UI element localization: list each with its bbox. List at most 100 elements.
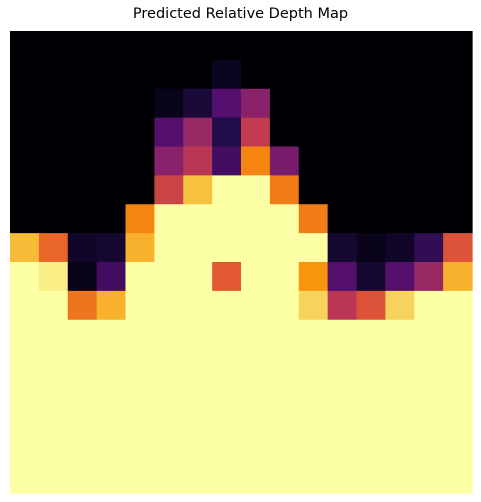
heatmap-cell (10, 319, 40, 350)
heatmap-cell (212, 348, 242, 379)
heatmap-cell (414, 146, 444, 176)
heatmap-cell (443, 435, 473, 465)
heatmap-cell (67, 175, 98, 205)
heatmap-cell (96, 377, 127, 407)
heatmap-cell (385, 117, 415, 148)
heatmap-cell (298, 233, 329, 263)
heatmap-cell (298, 435, 329, 465)
heatmap-cell (443, 233, 473, 263)
heatmap-cell (125, 435, 155, 465)
heatmap-cell (241, 406, 271, 436)
heatmap-cell (38, 31, 69, 61)
heatmap-cell (154, 233, 184, 263)
heatmap-cell (327, 88, 358, 119)
heatmap-cell (241, 31, 271, 61)
heatmap-cell (385, 233, 415, 263)
heatmap-cell (241, 59, 271, 90)
heatmap-cell (212, 435, 242, 465)
heatmap-cell (327, 377, 358, 407)
heatmap-cell (125, 59, 155, 90)
heatmap-cell (212, 290, 242, 321)
heatmap-cell (212, 464, 242, 494)
heatmap-cell (154, 464, 184, 494)
heatmap-cell (414, 464, 444, 494)
heatmap-cell (125, 262, 155, 292)
heatmap-cell (125, 290, 155, 321)
heatmap-cell (385, 88, 415, 119)
heatmap-cell (414, 377, 444, 407)
heatmap-cell (125, 204, 155, 234)
heatmap-cell (183, 204, 213, 234)
heatmap-cell (38, 406, 69, 436)
heatmap-cell (269, 262, 300, 292)
heatmap-cell (269, 175, 300, 205)
heatmap-cell (414, 175, 444, 205)
heatmap-cell (212, 146, 242, 176)
heatmap-cell (298, 175, 329, 205)
heatmap-cell (443, 319, 473, 350)
heatmap-cell (212, 233, 242, 263)
heatmap-cell (385, 204, 415, 234)
heatmap-cell (10, 88, 40, 119)
heatmap-cell (154, 348, 184, 379)
heatmap-cell (154, 117, 184, 148)
heatmap-cell (67, 377, 98, 407)
heatmap-cell (212, 319, 242, 350)
heatmap-cell (414, 435, 444, 465)
heatmap-cell (38, 319, 69, 350)
heatmap-cell (269, 435, 300, 465)
heatmap-cell (96, 204, 127, 234)
heatmap-cell (443, 146, 473, 176)
heatmap-cell (269, 117, 300, 148)
heatmap-cell (327, 146, 358, 176)
heatmap-cell (356, 262, 386, 292)
heatmap-cell (241, 262, 271, 292)
heatmap-cell (356, 348, 386, 379)
heatmap-cell (10, 233, 40, 263)
heatmap-cell (298, 377, 329, 407)
heatmap-cell (212, 175, 242, 205)
heatmap-cell (96, 146, 127, 176)
chart-title: Predicted Relative Depth Map (132, 6, 349, 22)
heatmap-cell (212, 88, 242, 119)
heatmap-cell (269, 464, 300, 494)
heatmap-cell (269, 319, 300, 350)
heatmap-cell (10, 464, 40, 494)
heatmap-cell (183, 377, 213, 407)
heatmap-cell (414, 59, 444, 90)
heatmap-cell (96, 233, 127, 263)
heatmap-cell (212, 31, 242, 61)
heatmap-cell (385, 262, 415, 292)
heatmap-cell (10, 262, 40, 292)
heatmap-cell (96, 406, 127, 436)
heatmap-cell (241, 88, 271, 119)
heatmap-cell (327, 204, 358, 234)
heatmap-cell (183, 59, 213, 90)
heatmap-cell (269, 406, 300, 436)
heatmap-cell (414, 319, 444, 350)
heatmap-cell (414, 31, 444, 61)
heatmap-cell (67, 146, 98, 176)
heatmap-cells (10, 31, 473, 494)
heatmap-cell (443, 175, 473, 205)
heatmap-cell (356, 464, 386, 494)
heatmap-cell (96, 435, 127, 465)
heatmap-cell (241, 146, 271, 176)
heatmap-cell (154, 31, 184, 61)
heatmap-cell (443, 406, 473, 436)
heatmap-cell (125, 31, 155, 61)
heatmap-cell (183, 319, 213, 350)
heatmap-cell (327, 319, 358, 350)
heatmap-cell (327, 464, 358, 494)
heatmap-cell (298, 31, 329, 61)
heatmap-cell (298, 319, 329, 350)
heatmap-cell (125, 88, 155, 119)
heatmap-cell (154, 435, 184, 465)
heatmap-cell (241, 377, 271, 407)
heatmap-cell (67, 348, 98, 379)
heatmap-cell (10, 348, 40, 379)
heatmap-cell (38, 348, 69, 379)
heatmap-cell (443, 88, 473, 119)
heatmap-cell (212, 262, 242, 292)
heatmap-cell (10, 31, 40, 61)
